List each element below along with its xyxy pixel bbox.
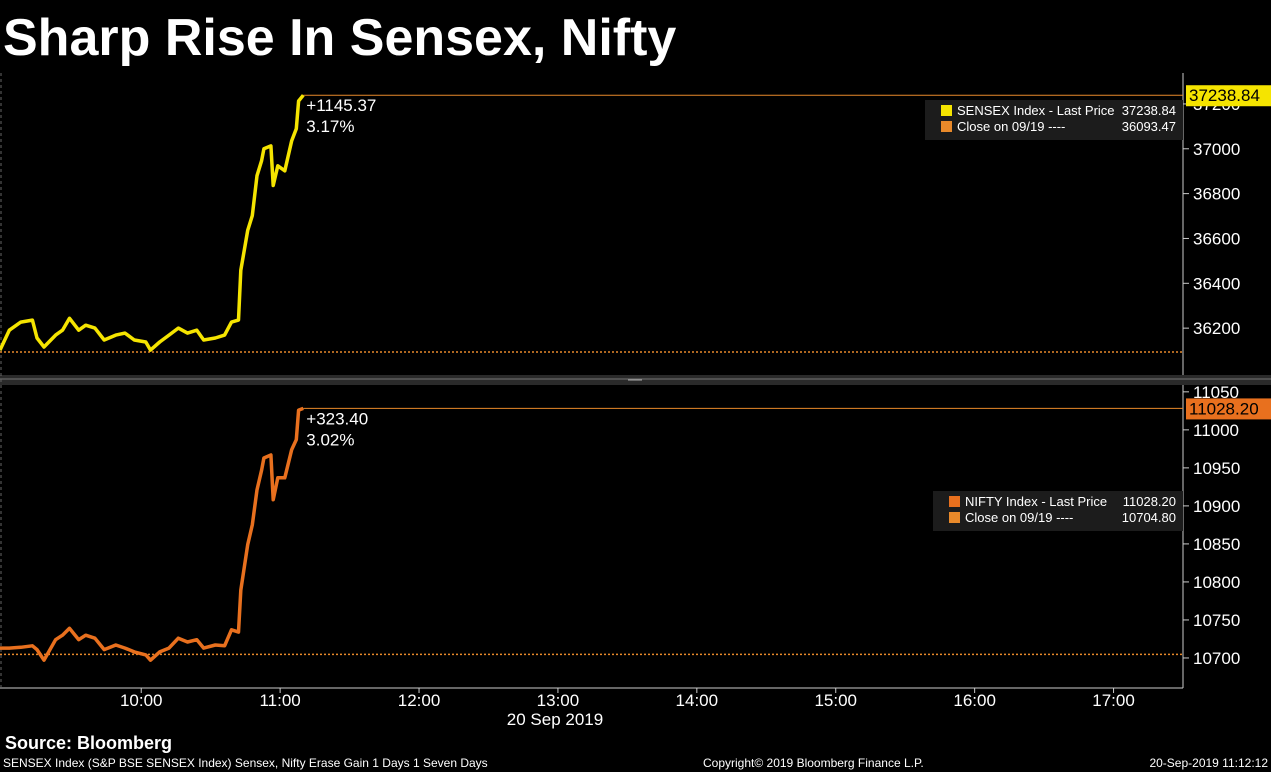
legend-swatch <box>949 496 960 507</box>
price-tag <box>1186 398 1271 420</box>
y-tick-label: 10800 <box>1193 573 1240 592</box>
y-tick-label: 10700 <box>1193 649 1240 668</box>
x-tick-label: 15:00 <box>814 691 857 710</box>
price-tag-label: 11028.20 <box>1189 399 1259 418</box>
legend-label: Close on 09/19 ---- <box>965 510 1073 525</box>
change-label: +1145.37 <box>306 96 376 115</box>
change-percent: 3.17% <box>306 117 354 136</box>
y-tick-label: 10750 <box>1193 611 1240 630</box>
legend-swatch <box>941 121 952 132</box>
copyright: Copyright© 2019 Bloomberg Finance L.P. <box>703 756 924 770</box>
legend-box <box>925 100 1183 140</box>
y-tick-label: 36200 <box>1193 319 1240 338</box>
y-tick-label: 10900 <box>1193 497 1240 516</box>
legend-label: Close on 09/19 ---- <box>957 119 1065 134</box>
timestamp: 20-Sep-2019 11:12:12 <box>1149 756 1268 770</box>
legend-label: NIFTY Index - Last Price <box>965 494 1107 509</box>
x-tick-label: 12:00 <box>398 691 441 710</box>
y-tick-label: 11000 <box>1193 421 1239 440</box>
x-axis-label: 20 Sep 2019 <box>507 710 603 729</box>
change-percent: 3.02% <box>306 430 354 449</box>
y-tick-label: 11050 <box>1193 383 1239 402</box>
legend-label: SENSEX Index - Last Price <box>957 103 1115 118</box>
y-tick-label: 10850 <box>1193 535 1240 554</box>
x-tick-label: 16:00 <box>953 691 996 710</box>
footer-description: SENSEX Index (S&P BSE SENSEX Index) Sens… <box>3 756 488 770</box>
data-line <box>0 94 305 352</box>
legend-value: 11028.20 <box>1123 494 1176 509</box>
y-tick-label: 36800 <box>1193 185 1240 204</box>
x-tick-label: 14:00 <box>676 691 719 710</box>
y-tick-label: 36600 <box>1193 229 1240 248</box>
legend-value: 10704.80 <box>1122 510 1176 525</box>
x-tick-label: 17:00 <box>1092 691 1135 710</box>
chart-title: Sharp Rise In Sensex, Nifty <box>3 9 676 67</box>
legend-swatch <box>941 105 952 116</box>
y-tick-label: 10950 <box>1193 459 1240 478</box>
legend-swatch <box>949 512 960 523</box>
legend-value: 36093.47 <box>1122 119 1176 134</box>
y-tick-label: 36400 <box>1193 274 1240 293</box>
legend-value: 37238.84 <box>1122 103 1176 118</box>
x-tick-label: 13:00 <box>537 691 580 710</box>
legend-box <box>933 491 1183 531</box>
x-tick-label: 10:00 <box>120 691 163 710</box>
source: Source: Bloomberg <box>5 733 172 753</box>
y-tick-label: 37000 <box>1193 140 1240 159</box>
data-line <box>0 406 304 662</box>
price-tag-label: 37238.84 <box>1189 86 1260 105</box>
x-tick-label: 11:00 <box>259 691 300 710</box>
change-label: +323.40 <box>306 409 368 428</box>
price-tag <box>1186 85 1271 107</box>
